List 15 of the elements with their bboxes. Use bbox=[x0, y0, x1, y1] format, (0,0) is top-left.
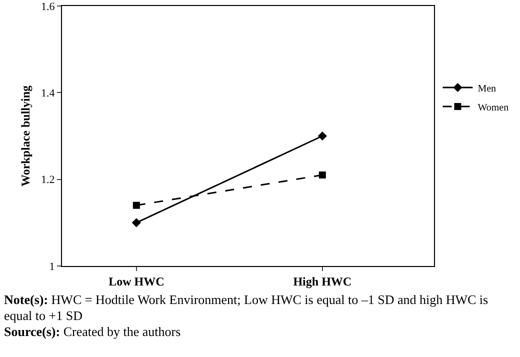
point bbox=[132, 202, 140, 209]
legend-label: Men bbox=[478, 83, 496, 94]
point bbox=[132, 218, 141, 228]
y-tick-label: 1.2 bbox=[41, 174, 55, 186]
y-tick-label: 1 bbox=[49, 260, 55, 273]
point bbox=[318, 172, 326, 178]
source-note: Source(s): Created by the authors bbox=[4, 324, 181, 339]
text: Note(s): HWC = Hodtile Work Environment; Low HWC is equal to –1 SD and high HWC is equal to +1 SD bbox=[4, 292, 488, 323]
y-tick-label: 1.6 bbox=[41, 0, 56, 13]
legend-label: Women bbox=[478, 102, 509, 114]
y-axis-title: Workplace bullying bbox=[18, 85, 32, 187]
point bbox=[318, 131, 327, 141]
x-tick-label: Low HWC bbox=[108, 274, 164, 288]
y-tick-label: 1.4 bbox=[41, 88, 56, 100]
x-tick-label: High HWC bbox=[293, 274, 352, 288]
